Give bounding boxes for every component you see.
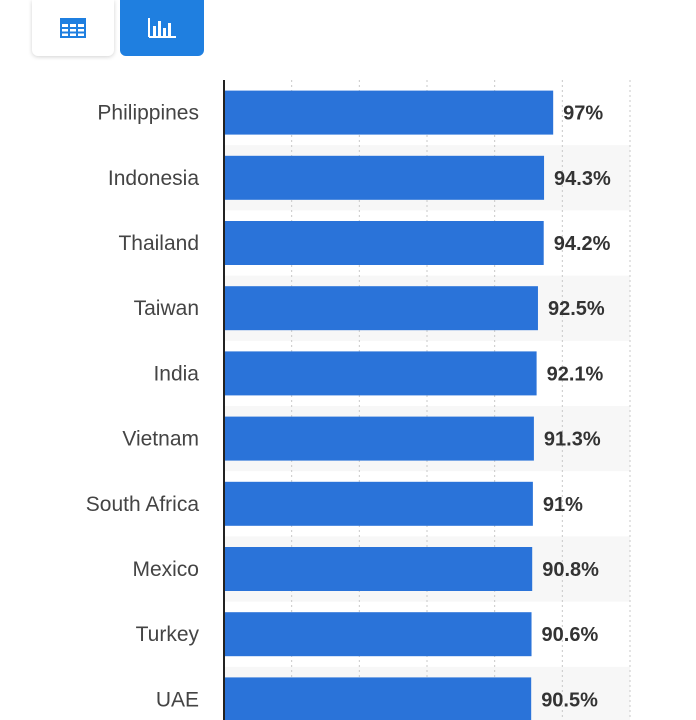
bar: [225, 221, 544, 265]
bar: [225, 286, 538, 331]
value-label: 94.2%: [554, 233, 611, 255]
chart-view-button[interactable]: [120, 0, 204, 56]
bar: [225, 612, 532, 657]
value-label: 90.8%: [542, 559, 599, 581]
value-label: 92.5%: [548, 298, 605, 320]
value-label: 91%: [543, 494, 583, 516]
bar: [225, 416, 534, 461]
category-label: South Africa: [86, 493, 200, 516]
category-label: India: [153, 362, 199, 385]
value-label: 94.3%: [554, 168, 611, 190]
table-icon: [60, 18, 86, 38]
bar: [225, 481, 533, 526]
category-label: Mexico: [132, 558, 199, 581]
value-label: 90.5%: [541, 689, 598, 711]
value-label: 92.1%: [547, 363, 604, 385]
bar: [225, 90, 554, 135]
bar: [225, 547, 533, 591]
bar: [225, 351, 537, 396]
value-label: 91.3%: [544, 429, 601, 451]
bar-chart-icon: [147, 17, 177, 39]
category-label: Indonesia: [108, 167, 199, 190]
value-label: 97%: [563, 103, 603, 125]
category-label: Taiwan: [134, 297, 199, 320]
category-label: Thailand: [118, 232, 199, 255]
table-view-button[interactable]: [32, 0, 114, 56]
view-toolbar: [0, 0, 696, 70]
bar: [225, 155, 545, 200]
category-label: UAE: [156, 688, 199, 711]
value-label: 90.6%: [542, 624, 599, 646]
category-label: Turkey: [136, 623, 200, 646]
bar: [225, 677, 532, 720]
category-label: Philippines: [97, 102, 199, 125]
category-label: Vietnam: [122, 428, 199, 451]
